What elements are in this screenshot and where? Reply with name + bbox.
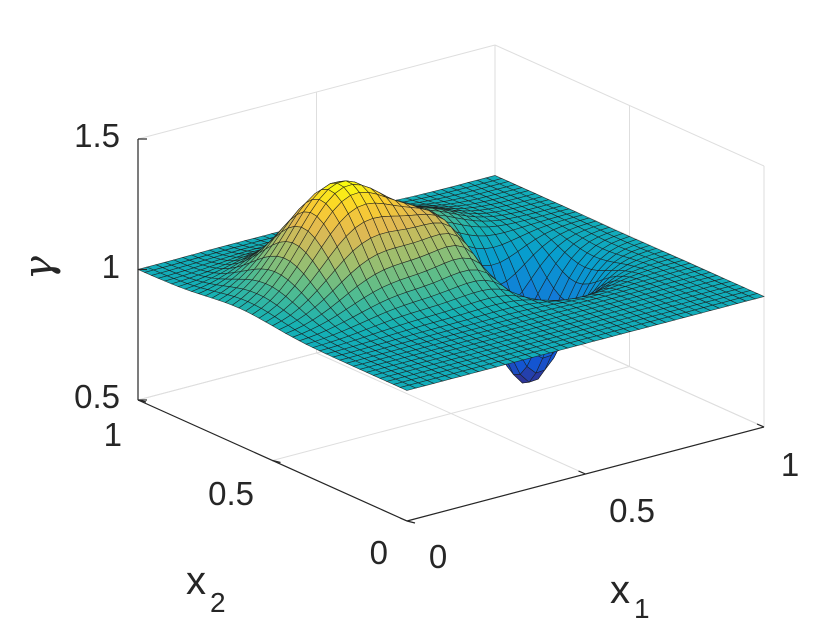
x-tick-label-0: 0 <box>429 538 447 575</box>
x2-tick <box>137 399 147 403</box>
x-tick-label-1: 0.5 <box>609 492 655 529</box>
surface-mesh <box>137 175 765 391</box>
x1-tick <box>399 517 408 522</box>
y-tick-label-0: 0 <box>370 534 388 571</box>
x1-tick <box>756 423 765 428</box>
y-tick-label-2: 1 <box>104 416 122 453</box>
y-tick-label-1: 0.5 <box>208 475 254 512</box>
x1-tick <box>578 470 586 475</box>
z-tick-label-1: 1 <box>102 248 120 285</box>
svg-text:1: 1 <box>634 593 650 624</box>
x1-axis-label: x 1 <box>610 568 650 624</box>
x-tick-label-2: 1 <box>781 446 799 483</box>
surface-patch <box>399 384 417 391</box>
axes-lines <box>137 138 765 524</box>
z-tick-label-2: 1.5 <box>74 117 120 154</box>
svg-text:x: x <box>610 568 630 612</box>
x2-tick <box>272 459 281 464</box>
grid-line <box>137 44 496 140</box>
z-tick-label-0: 0.5 <box>74 378 120 415</box>
x2-tick <box>406 520 416 524</box>
grid-line <box>272 366 630 461</box>
grid-line <box>494 44 765 167</box>
x2-axis-label: x 2 <box>186 559 226 618</box>
svg-text:x: x <box>186 559 206 603</box>
z-axis-label: γ <box>16 256 62 280</box>
svg-text:2: 2 <box>210 587 226 618</box>
